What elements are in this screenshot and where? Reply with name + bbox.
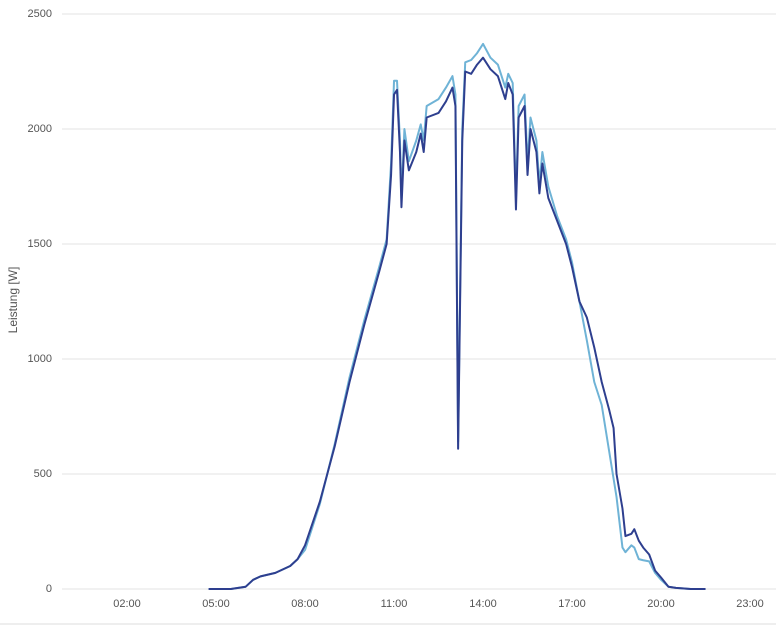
series-line [208,42,706,590]
x-tick-label: 05:00 [202,598,230,610]
x-tick-label: 20:00 [647,598,675,610]
x-tick-label: 08:00 [291,598,319,610]
x-tick-label: 02:00 [113,598,141,610]
x-tick-label: 23:00 [736,598,764,610]
x-tick-label: 14:00 [469,598,497,610]
y-axis-label: Leistung [W] [6,267,20,334]
y-tick-label: 0 [46,583,52,595]
y-tick-label: 1500 [28,238,52,250]
y-tick-label: 2000 [28,123,52,135]
y-tick-label: 500 [34,468,52,480]
series-line [208,56,706,590]
y-tick-label: 1000 [28,353,52,365]
x-tick-label: 17:00 [558,598,586,610]
x-tick-label: 11:00 [381,598,408,610]
y-tick-label: 2500 [28,8,52,20]
